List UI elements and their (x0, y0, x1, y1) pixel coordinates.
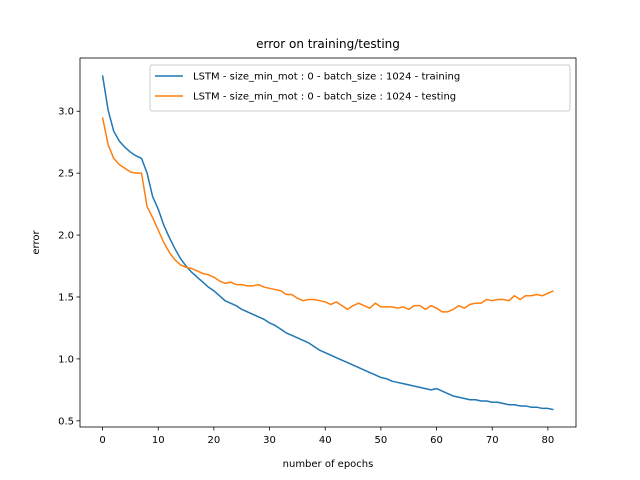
x-axis-ticks: 0 10 20 30 40 50 60 70 80 (99, 427, 554, 446)
x-tick-label: 80 (542, 435, 555, 446)
x-tick-label: 60 (430, 435, 443, 446)
legend-box (149, 64, 571, 112)
y-tick-label: 1.0 (58, 354, 74, 365)
y-tick-label: 1.5 (58, 292, 74, 303)
chart-title: error on training/testing (256, 37, 400, 51)
x-tick-label: 10 (152, 435, 165, 446)
x-tick-label: 20 (208, 435, 221, 446)
x-tick-label: 0 (99, 435, 105, 446)
plot-frame (79, 57, 577, 428)
y-axis-label: error (31, 230, 42, 255)
y-tick-label: 2.5 (58, 169, 74, 180)
legend-label-0: LSTM - size_min_mot : 0 - batch_size : 1… (193, 72, 460, 83)
legend: LSTM - size_min_mot : 0 - batch_size : 1… (149, 64, 571, 112)
legend-label-1: LSTM - size_min_mot : 0 - batch_size : 1… (193, 92, 456, 103)
y-axis-ticks: 0.5 1.0 1.5 2.0 2.5 3.0 (58, 107, 80, 427)
y-tick-label: 2.0 (58, 231, 74, 242)
x-axis-label: number of epochs (283, 459, 374, 470)
series-line-1 (101, 117, 554, 313)
plot-lines (101, 75, 554, 411)
x-tick-label: 40 (319, 435, 332, 446)
x-tick-label: 70 (486, 435, 499, 446)
y-tick-label: 3.0 (58, 107, 74, 118)
x-tick-label: 50 (375, 435, 388, 446)
x-tick-label: 30 (263, 435, 276, 446)
series-line-0 (101, 75, 554, 411)
y-tick-label: 0.5 (58, 416, 74, 427)
